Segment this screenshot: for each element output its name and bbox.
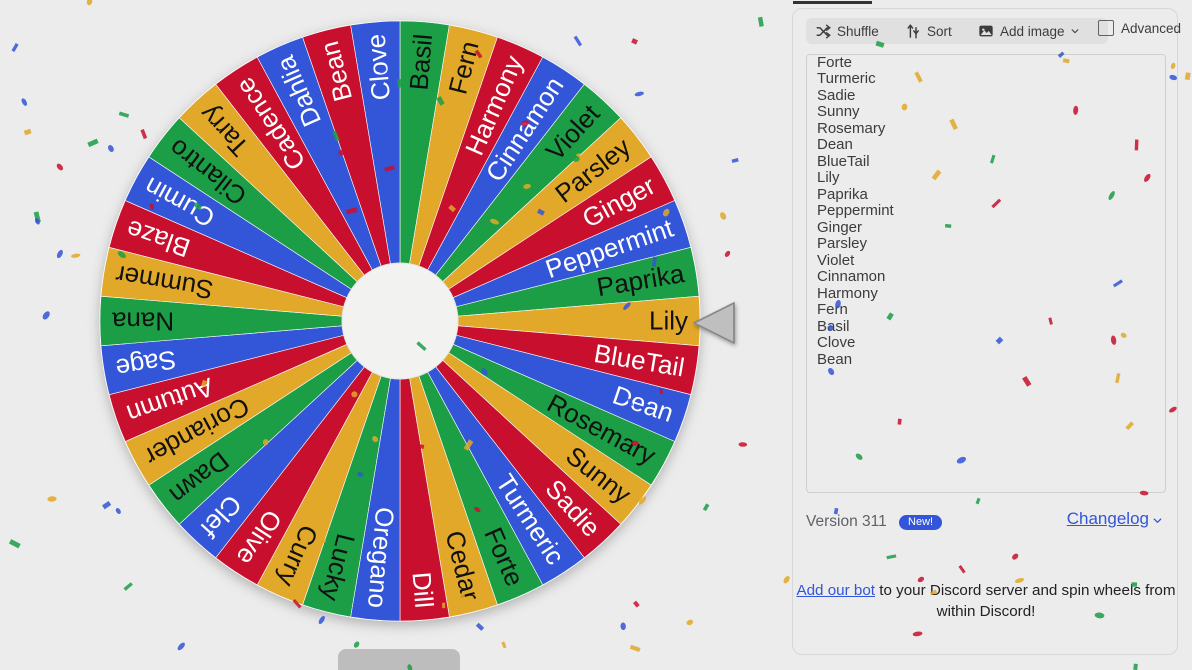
svg-text:Lily: Lily — [649, 305, 688, 335]
svg-text:Clove: Clove — [361, 33, 396, 102]
svg-text:Dill: Dill — [407, 571, 440, 609]
svg-text:Nana: Nana — [111, 307, 174, 337]
svg-text:Basil: Basil — [403, 33, 438, 92]
